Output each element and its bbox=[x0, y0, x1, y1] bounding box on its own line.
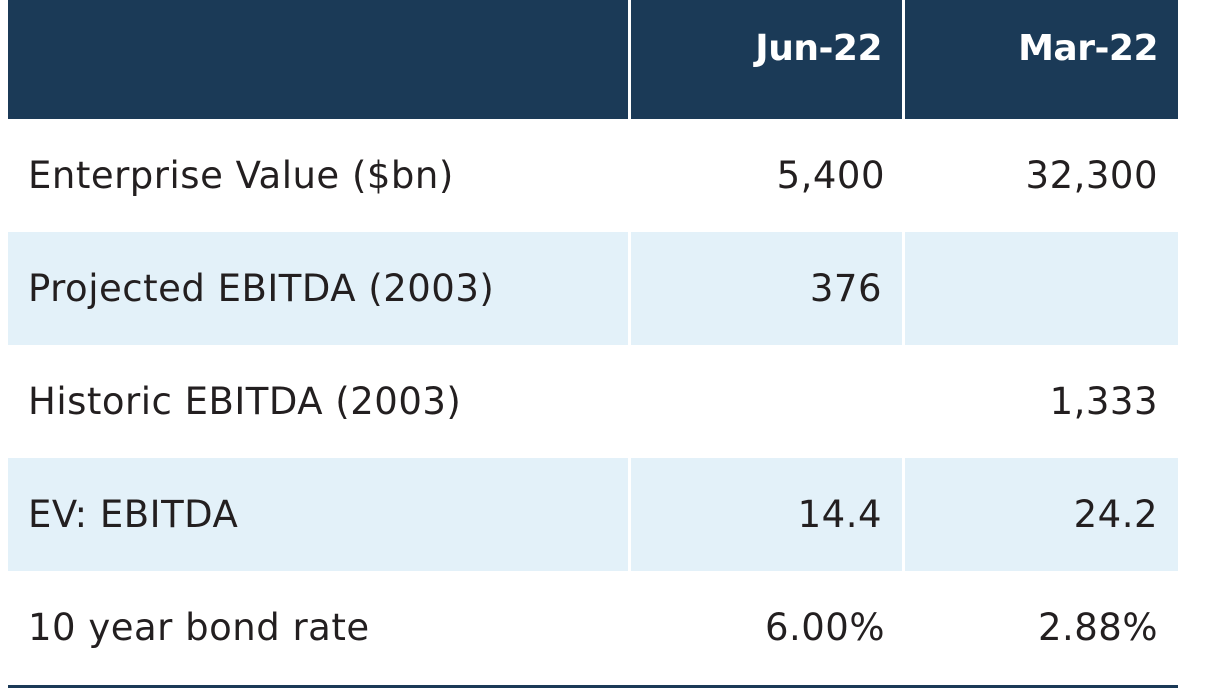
cell-jun-22: 14.4 bbox=[631, 458, 905, 571]
row-label: Projected EBITDA (2003) bbox=[8, 232, 631, 345]
row-label: Historic EBITDA (2003) bbox=[28, 380, 462, 423]
table-bottom-rule bbox=[8, 685, 1178, 688]
table-row: EV: EBITDA 14.4 24.2 bbox=[8, 458, 1178, 571]
table-row: 10 year bond rate 6.00% 2.88% bbox=[8, 571, 1178, 684]
cell-jun-22: 6.00% bbox=[764, 606, 885, 649]
cell-jun-22: 376 bbox=[631, 232, 905, 345]
row-label: Enterprise Value ($bn) bbox=[28, 154, 454, 197]
cell-mar-22 bbox=[905, 232, 1178, 345]
table-row: Enterprise Value ($bn) 5,400 32,300 bbox=[8, 119, 1178, 232]
table-row: Historic EBITDA (2003) 1,333 bbox=[8, 345, 1178, 458]
header-jun-22: Jun-22 bbox=[631, 0, 905, 119]
header-mar-22: Mar-22 bbox=[905, 0, 1178, 119]
header-empty-cell bbox=[8, 0, 631, 119]
cell-mar-22: 24.2 bbox=[905, 458, 1178, 571]
row-label: EV: EBITDA bbox=[8, 458, 631, 571]
table-header-row: Jun-22 Mar-22 bbox=[8, 0, 1178, 119]
cell-mar-22: 2.88% bbox=[1037, 606, 1158, 649]
cell-jun-22 bbox=[631, 345, 905, 458]
row-label: 10 year bond rate bbox=[28, 606, 370, 649]
table-row: Projected EBITDA (2003) 376 bbox=[8, 232, 1178, 345]
cell-jun-22: 5,400 bbox=[776, 154, 885, 197]
cell-mar-22: 1,333 bbox=[1049, 380, 1158, 423]
cell-mar-22: 32,300 bbox=[1025, 154, 1158, 197]
valuation-table: Jun-22 Mar-22 Enterprise Value ($bn) 5,4… bbox=[8, 0, 1178, 684]
